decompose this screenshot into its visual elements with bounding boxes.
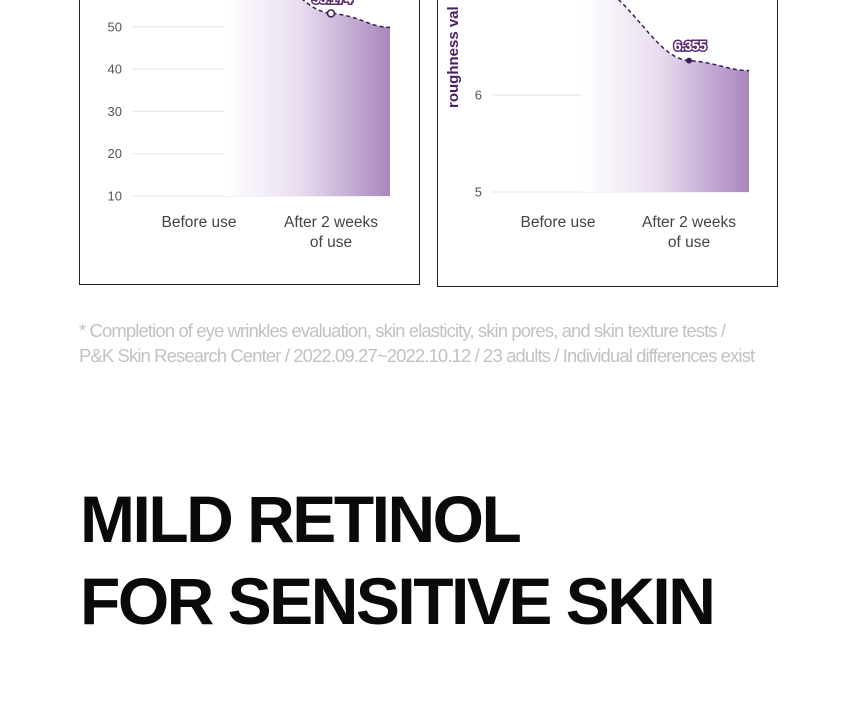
x-tick-label: of use bbox=[668, 234, 710, 251]
area-fill bbox=[582, 0, 749, 192]
chart-panel-wrinkle: 10 20 30 40 50 53.174 Before use After 2 weeks o… bbox=[79, 0, 420, 285]
y-axis-title: roughness val bbox=[445, 6, 462, 108]
roughness-chart: 5 6 6.355 Before use After 2 weeks of use roug… bbox=[445, 0, 750, 251]
y-tick-label: 50 bbox=[108, 19, 122, 34]
y-tick-label: 20 bbox=[108, 146, 122, 161]
wrinkle-chart: 10 20 30 40 50 53.174 Before use After 2 weeks o… bbox=[108, 0, 391, 251]
series-line bbox=[617, 0, 750, 72]
x-tick-label: After 2 weeks bbox=[642, 214, 736, 231]
data-point bbox=[326, 9, 336, 18]
data-point bbox=[686, 57, 692, 64]
x-tick-label: After 2 weeks bbox=[284, 214, 378, 231]
y-tick-label: 10 bbox=[108, 189, 122, 204]
data-label: 6.355 bbox=[674, 38, 707, 54]
data-label: 53.174 bbox=[312, 0, 353, 6]
x-tick-label: of use bbox=[310, 234, 352, 251]
area-fill bbox=[224, 0, 390, 196]
study-footnote: * Completion of eye wrinkles evaluation,… bbox=[79, 320, 755, 366]
headline-line-1: MILD RETINOL bbox=[80, 482, 522, 556]
headline-line-2: FOR SENSITIVE SKIN bbox=[80, 564, 716, 638]
x-tick-label: Before use bbox=[521, 214, 596, 231]
headline: MILD RETINOL FOR SENSITIVE SKIN bbox=[80, 478, 716, 642]
x-tick-label: Before use bbox=[162, 214, 237, 231]
y-tick-label: 30 bbox=[108, 104, 122, 119]
y-tick-label: 6 bbox=[475, 88, 482, 103]
y-tick-label: 5 bbox=[475, 185, 482, 200]
chart-panel-roughness: 5 6 6.355 Before use After 2 weeks of use roug… bbox=[437, 0, 778, 287]
y-tick-label: 40 bbox=[108, 62, 122, 77]
series-line bbox=[302, 0, 391, 29]
